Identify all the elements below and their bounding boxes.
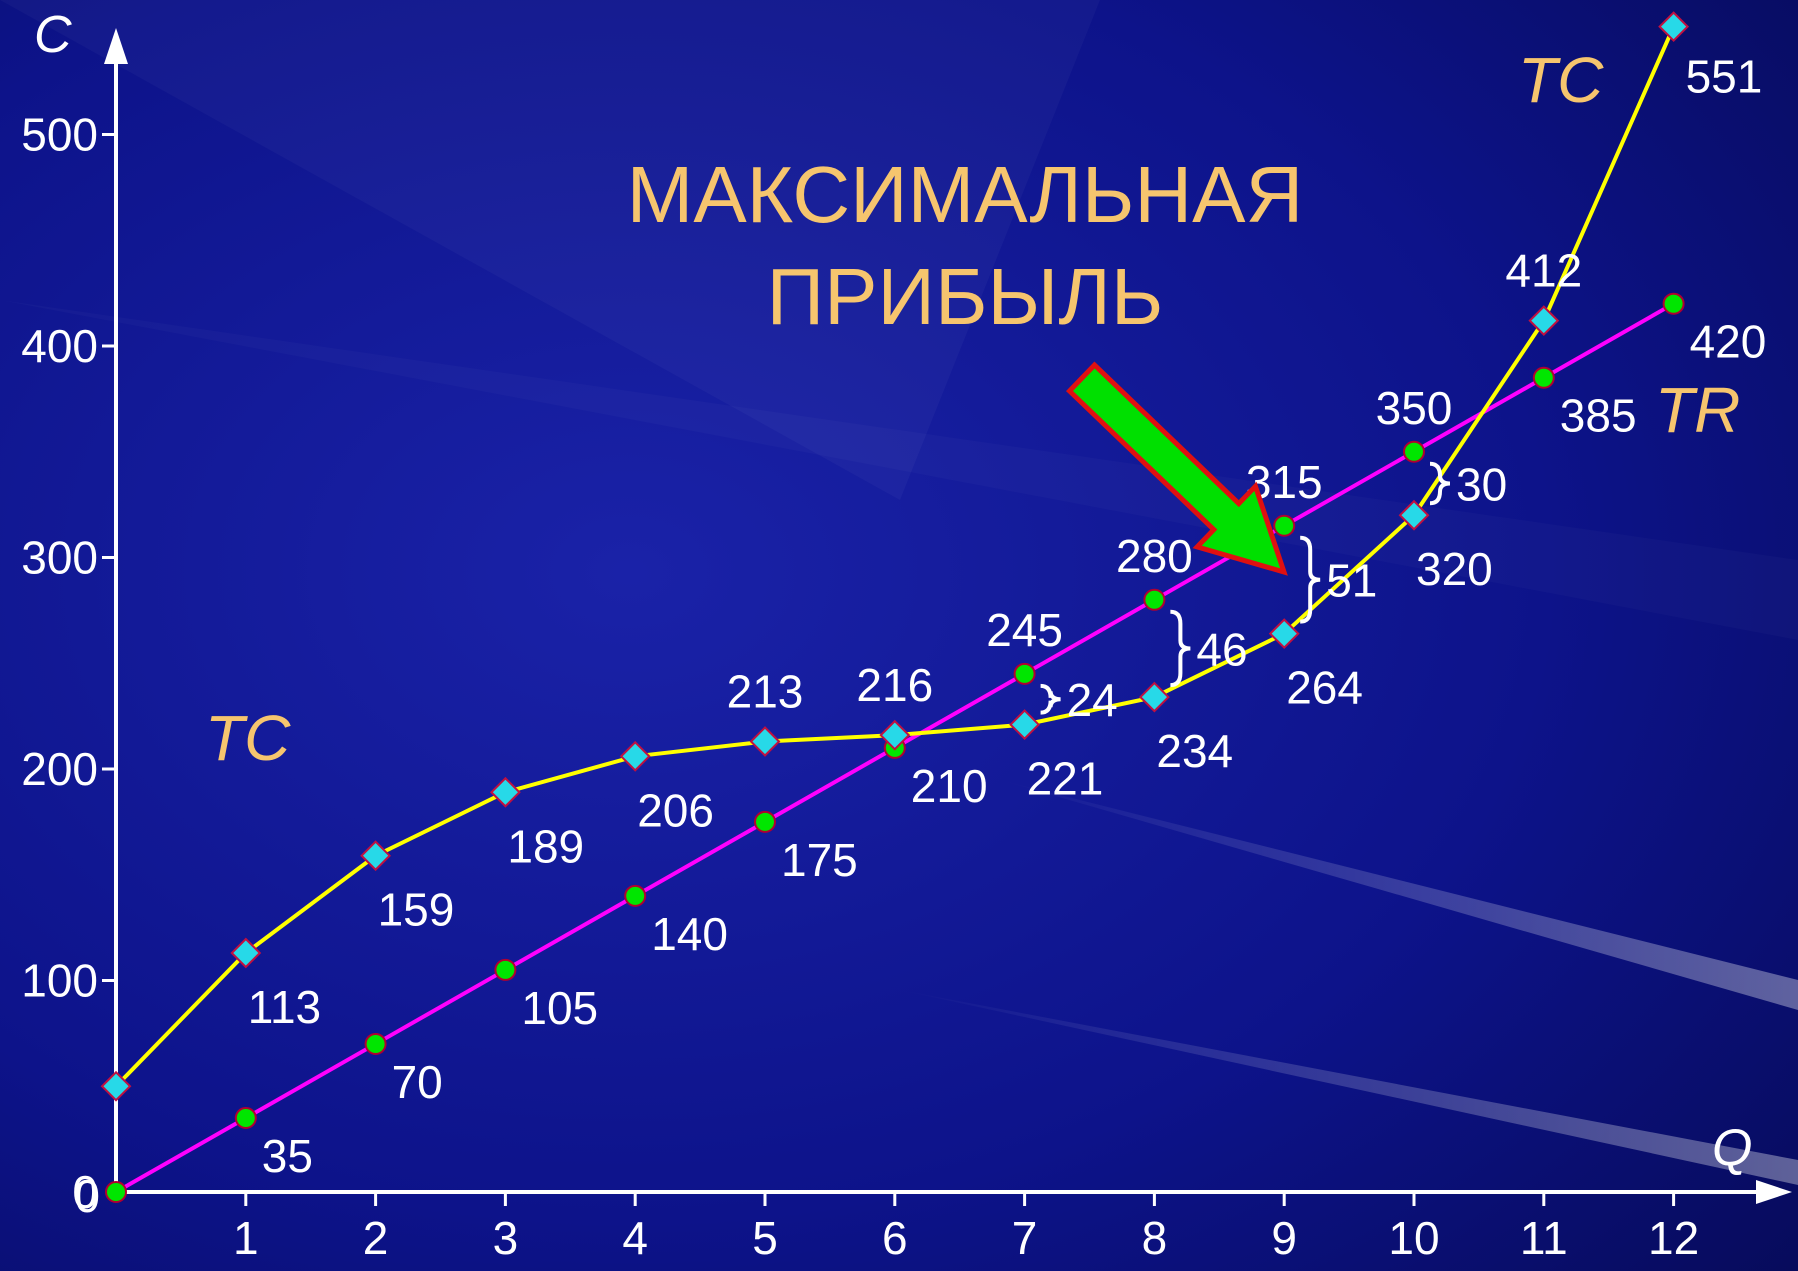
profit-gap-brace — [1170, 609, 1191, 688]
y-tick-label: 0 — [72, 1166, 98, 1218]
tr-value-label: 140 — [651, 908, 728, 960]
tc-point — [1268, 618, 1300, 650]
tr-value-label: 70 — [392, 1056, 443, 1108]
tr-series-label: TR — [1655, 374, 1740, 446]
tr-point — [494, 958, 517, 981]
data-labels: 0 35 113 70 159 105 189 140 206 175 213 210 216 245 22… — [74, 51, 1766, 1222]
y-tick-label: 400 — [21, 320, 98, 372]
tr-value-label: 105 — [521, 982, 598, 1034]
tc-point — [1009, 709, 1041, 740]
y-tick-label: 100 — [21, 955, 98, 1007]
tr-point — [105, 1181, 127, 1203]
profit-gap-brace — [1429, 461, 1451, 506]
tc-value-label: 221 — [1027, 753, 1104, 805]
profit-gap-brace — [1040, 683, 1061, 715]
tc-series-label-lower: TC — [205, 702, 291, 774]
tr-value-label: 385 — [1560, 390, 1637, 442]
axes: C Q — [34, 6, 1792, 1204]
x-tick-label: 12 — [1648, 1212, 1699, 1264]
x-tick-label: 1 — [233, 1212, 259, 1264]
tr-point — [1143, 588, 1166, 611]
x-tick-label: 4 — [622, 1212, 648, 1264]
tc-value-label: 206 — [637, 784, 714, 836]
tr-point — [624, 884, 647, 907]
tc-value-label: 412 — [1505, 245, 1582, 297]
tc-point — [749, 726, 781, 757]
tc-value-label: 159 — [378, 884, 455, 936]
background-beams — [900, 780, 1798, 1185]
tc-value-label: 113 — [248, 981, 321, 1033]
profit-gap-label: 24 — [1067, 674, 1118, 726]
y-tick-label: 500 — [21, 109, 98, 161]
tc-value-label: 189 — [507, 820, 584, 872]
tc-point — [879, 719, 911, 751]
max-profit-arrow-icon — [1065, 361, 1288, 576]
tr-points — [105, 292, 1685, 1203]
profit-gap-brace — [1300, 535, 1321, 624]
tc-point — [1138, 681, 1170, 713]
y-axis-name: C — [34, 6, 72, 64]
tr-value-label: 0 — [74, 1170, 100, 1222]
tr-value-label: 350 — [1376, 382, 1453, 434]
tc-value-label: 213 — [727, 666, 804, 718]
tc-series-label-upper: TC — [1518, 44, 1604, 116]
tr-point — [1532, 366, 1555, 389]
profit-gap-label: 46 — [1196, 623, 1247, 675]
y-tick-label: 300 — [21, 532, 98, 584]
tc-point — [1658, 11, 1690, 43]
tc-value-label: 234 — [1156, 725, 1233, 777]
tr-point — [364, 1032, 387, 1055]
x-tick-label: 5 — [752, 1212, 778, 1264]
x-tick-label: 3 — [493, 1212, 519, 1264]
tc-points — [100, 11, 1690, 1102]
tr-point — [1662, 292, 1685, 315]
x-axis-name: Q — [1712, 1119, 1752, 1177]
tr-value-label: 245 — [986, 604, 1063, 656]
x-ticks: 1 2 3 4 5 6 7 8 9 10 11 12 — [233, 1192, 1699, 1264]
tr-value-label: 280 — [1116, 530, 1193, 582]
x-axis-arrowhead — [1756, 1180, 1792, 1204]
profit-gap-label: 30 — [1456, 458, 1507, 510]
x-tick-label: 6 — [882, 1212, 908, 1264]
tr-point — [1403, 440, 1425, 463]
tr-value-label: 210 — [911, 760, 988, 812]
x-tick-label: 8 — [1142, 1212, 1168, 1264]
tc-value-label: 264 — [1286, 662, 1363, 714]
tr-point — [1013, 662, 1036, 685]
profit-gaps: 24 46 51 30 — [1040, 458, 1507, 726]
x-tick-label: 2 — [363, 1212, 389, 1264]
x-tick-label: 11 — [1520, 1212, 1568, 1264]
y-tick-label: 200 — [21, 743, 98, 795]
tc-value-label: 320 — [1416, 543, 1493, 595]
tc-point — [230, 937, 262, 969]
tr-value-label: 35 — [262, 1130, 313, 1182]
x-tick-label: 7 — [1012, 1212, 1038, 1264]
x-tick-label: 10 — [1388, 1212, 1439, 1264]
tr-point — [1273, 514, 1296, 537]
tc-point — [1528, 305, 1560, 337]
y-ticks: 0 100 200 300 400 500 — [21, 109, 116, 1218]
y-axis-arrowhead — [104, 28, 128, 64]
tc-point — [100, 1070, 132, 1102]
tc-point — [489, 776, 521, 808]
tr-value-label: 420 — [1690, 316, 1767, 368]
x-tick-label: 9 — [1271, 1212, 1297, 1264]
tc-point — [619, 740, 651, 772]
profit-gap-label: 51 — [1326, 555, 1377, 607]
tr-value-label: 175 — [781, 834, 858, 886]
annotation-line-1: МАКСИМАЛЬНАЯ — [627, 150, 1304, 239]
tc-point — [360, 840, 392, 872]
tr-point — [234, 1106, 257, 1129]
tc-value-label: 216 — [856, 659, 933, 711]
tr-point — [754, 810, 776, 833]
annotation-line-2: ПРИБЫЛЬ — [767, 252, 1164, 341]
tc-point — [1398, 499, 1430, 531]
tc-value-label: 551 — [1686, 51, 1763, 103]
